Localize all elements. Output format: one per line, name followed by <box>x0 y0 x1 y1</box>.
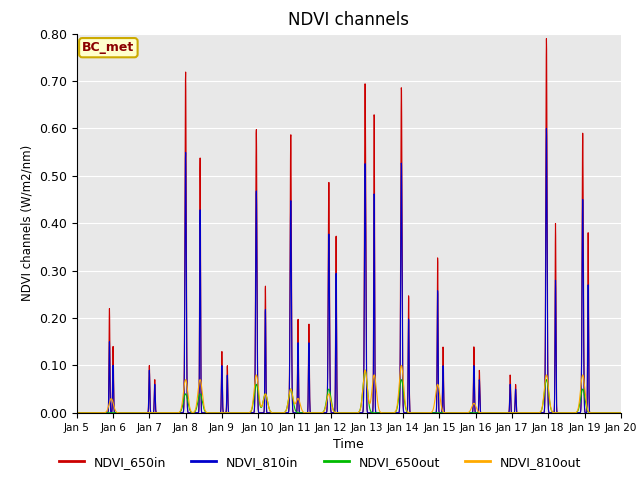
NDVI_650in <box>607 410 614 416</box>
NDVI_650out <box>361 367 369 373</box>
Line: NDVI_810in: NDVI_810in <box>77 129 621 413</box>
Y-axis label: NDVI channels (W/m2/nm): NDVI channels (W/m2/nm) <box>20 145 33 301</box>
NDVI_810out <box>397 362 405 368</box>
NDVI_810in <box>543 126 550 132</box>
NDVI_810out <box>167 410 175 416</box>
NDVI_810out <box>135 410 143 416</box>
NDVI_810in <box>135 410 143 416</box>
Line: NDVI_810out: NDVI_810out <box>77 365 621 413</box>
NDVI_810in <box>73 410 81 416</box>
NDVI_650out <box>617 410 625 416</box>
NDVI_650in <box>617 410 625 416</box>
X-axis label: Time: Time <box>333 438 364 451</box>
NDVI_650out <box>135 410 143 416</box>
Text: BC_met: BC_met <box>82 41 134 54</box>
NDVI_650out <box>73 410 81 416</box>
NDVI_650out <box>167 410 175 416</box>
NDVI_810in <box>167 410 175 416</box>
NDVI_810in <box>548 410 556 416</box>
NDVI_650out <box>305 410 313 416</box>
Line: NDVI_650in: NDVI_650in <box>77 38 621 413</box>
NDVI_650in <box>282 410 289 416</box>
NDVI_650in <box>73 410 81 416</box>
NDVI_650in <box>543 36 550 41</box>
NDVI_650out <box>607 410 614 416</box>
NDVI_810out <box>305 410 313 416</box>
NDVI_810out <box>548 408 556 414</box>
NDVI_650out <box>548 408 556 414</box>
NDVI_810out <box>282 409 289 415</box>
NDVI_650in <box>305 321 313 327</box>
NDVI_810out <box>607 410 614 416</box>
Title: NDVI channels: NDVI channels <box>288 11 410 29</box>
NDVI_810in <box>305 340 313 346</box>
NDVI_810out <box>617 410 625 416</box>
NDVI_650out <box>282 409 289 415</box>
Line: NDVI_650out: NDVI_650out <box>77 370 621 413</box>
NDVI_810in <box>617 410 625 416</box>
NDVI_650in <box>167 410 175 416</box>
NDVI_650in <box>135 410 143 416</box>
NDVI_650in <box>548 410 556 416</box>
NDVI_810in <box>282 410 289 416</box>
NDVI_810in <box>607 410 614 416</box>
NDVI_810out <box>73 410 81 416</box>
Legend: NDVI_650in, NDVI_810in, NDVI_650out, NDVI_810out: NDVI_650in, NDVI_810in, NDVI_650out, NDV… <box>54 451 586 474</box>
